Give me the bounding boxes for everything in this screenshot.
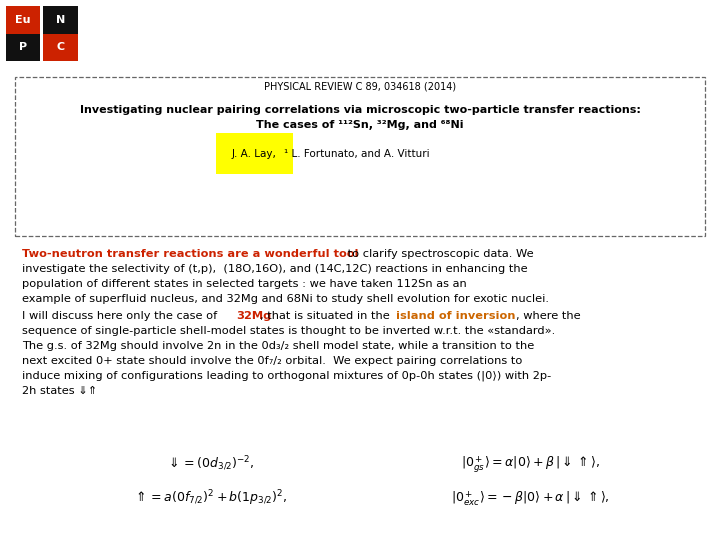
- Text: , where the: , where the: [516, 311, 580, 321]
- Text: sequence of single-particle shell-model states is thought to be inverted w.r.t. : sequence of single-particle shell-model …: [22, 326, 555, 336]
- FancyBboxPatch shape: [15, 77, 705, 237]
- Text: Eu: Eu: [15, 15, 31, 25]
- Text: 2h states ⇓⇑: 2h states ⇓⇑: [22, 386, 97, 396]
- Text: Two-neutron transfer reactions are a wonderful tool: Two-neutron transfer reactions are a won…: [22, 249, 359, 259]
- Text: ¹ L. Fortunato, and A. Vitturi: ¹ L. Fortunato, and A. Vitturi: [284, 148, 430, 159]
- Text: to clarify spectroscopic data. We: to clarify spectroscopic data. We: [344, 249, 534, 259]
- Text: 3) Pairing correlations in 2n-transfer reactions: 3) Pairing correlations in 2n-transfer r…: [112, 21, 677, 41]
- Text: P: P: [19, 43, 27, 52]
- Text: N: N: [56, 15, 65, 25]
- Bar: [43, 34, 78, 61]
- Text: C: C: [56, 43, 65, 52]
- Text: I will discuss here only the case of: I will discuss here only the case of: [22, 311, 221, 321]
- Text: PHYSICAL REVIEW C 89, 034618 (2014): PHYSICAL REVIEW C 89, 034618 (2014): [264, 82, 456, 92]
- Text: example of superfluid nucleus, and 32Mg and 68Ni to study shell evolution for ex: example of superfluid nucleus, and 32Mg …: [22, 294, 549, 304]
- Bar: [6, 6, 40, 33]
- Text: , that is situated in the: , that is situated in the: [260, 311, 393, 321]
- Text: 32Mg: 32Mg: [236, 311, 271, 321]
- Bar: [6, 34, 40, 61]
- Text: $|0^+_{gs}\rangle = \alpha|0\rangle + \beta\,|\Downarrow\Uparrow\rangle,$: $|0^+_{gs}\rangle = \alpha|0\rangle + \b…: [461, 454, 599, 475]
- Text: $|0^+_{exc}\rangle = -\beta|0\rangle + \alpha\,|\Downarrow\Uparrow\rangle,$: $|0^+_{exc}\rangle = -\beta|0\rangle + \…: [451, 489, 609, 508]
- Text: Investigating nuclear pairing correlations via microscopic two-particle transfer: Investigating nuclear pairing correlatio…: [80, 105, 640, 115]
- Text: The cases of ¹¹²Sn, ³²Mg, and ⁶⁸Ni: The cases of ¹¹²Sn, ³²Mg, and ⁶⁸Ni: [256, 120, 464, 130]
- Text: $\Uparrow = a(0f_{7/2})^2 + b(1p_{3/2})^2,$: $\Uparrow = a(0f_{7/2})^2 + b(1p_{3/2})^…: [132, 489, 287, 508]
- Text: island of inversion: island of inversion: [396, 311, 516, 321]
- Text: The g.s. of 32Mg should involve 2n in the 0d₃/₂ shell model state, while a trans: The g.s. of 32Mg should involve 2n in th…: [22, 341, 534, 351]
- Text: J. A. Lay,: J. A. Lay,: [232, 148, 277, 159]
- Text: $\Downarrow = (0d_{3/2})^{-2},$: $\Downarrow = (0d_{3/2})^{-2},$: [166, 455, 254, 474]
- Text: population of different states in selected targets : we have taken 112Sn as an: population of different states in select…: [22, 279, 467, 289]
- Text: investigate the selectivity of (t,p),  (18O,16O), and (14C,12C) reactions in enh: investigate the selectivity of (t,p), (1…: [22, 264, 528, 274]
- Text: next excited 0+ state should involve the 0f₇/₂ orbital.  We expect pairing corre: next excited 0+ state should involve the…: [22, 356, 523, 366]
- Bar: [43, 6, 78, 33]
- Text: induce mixing of configurations leading to orthogonal mixtures of 0p-0h states (: induce mixing of configurations leading …: [22, 371, 552, 381]
